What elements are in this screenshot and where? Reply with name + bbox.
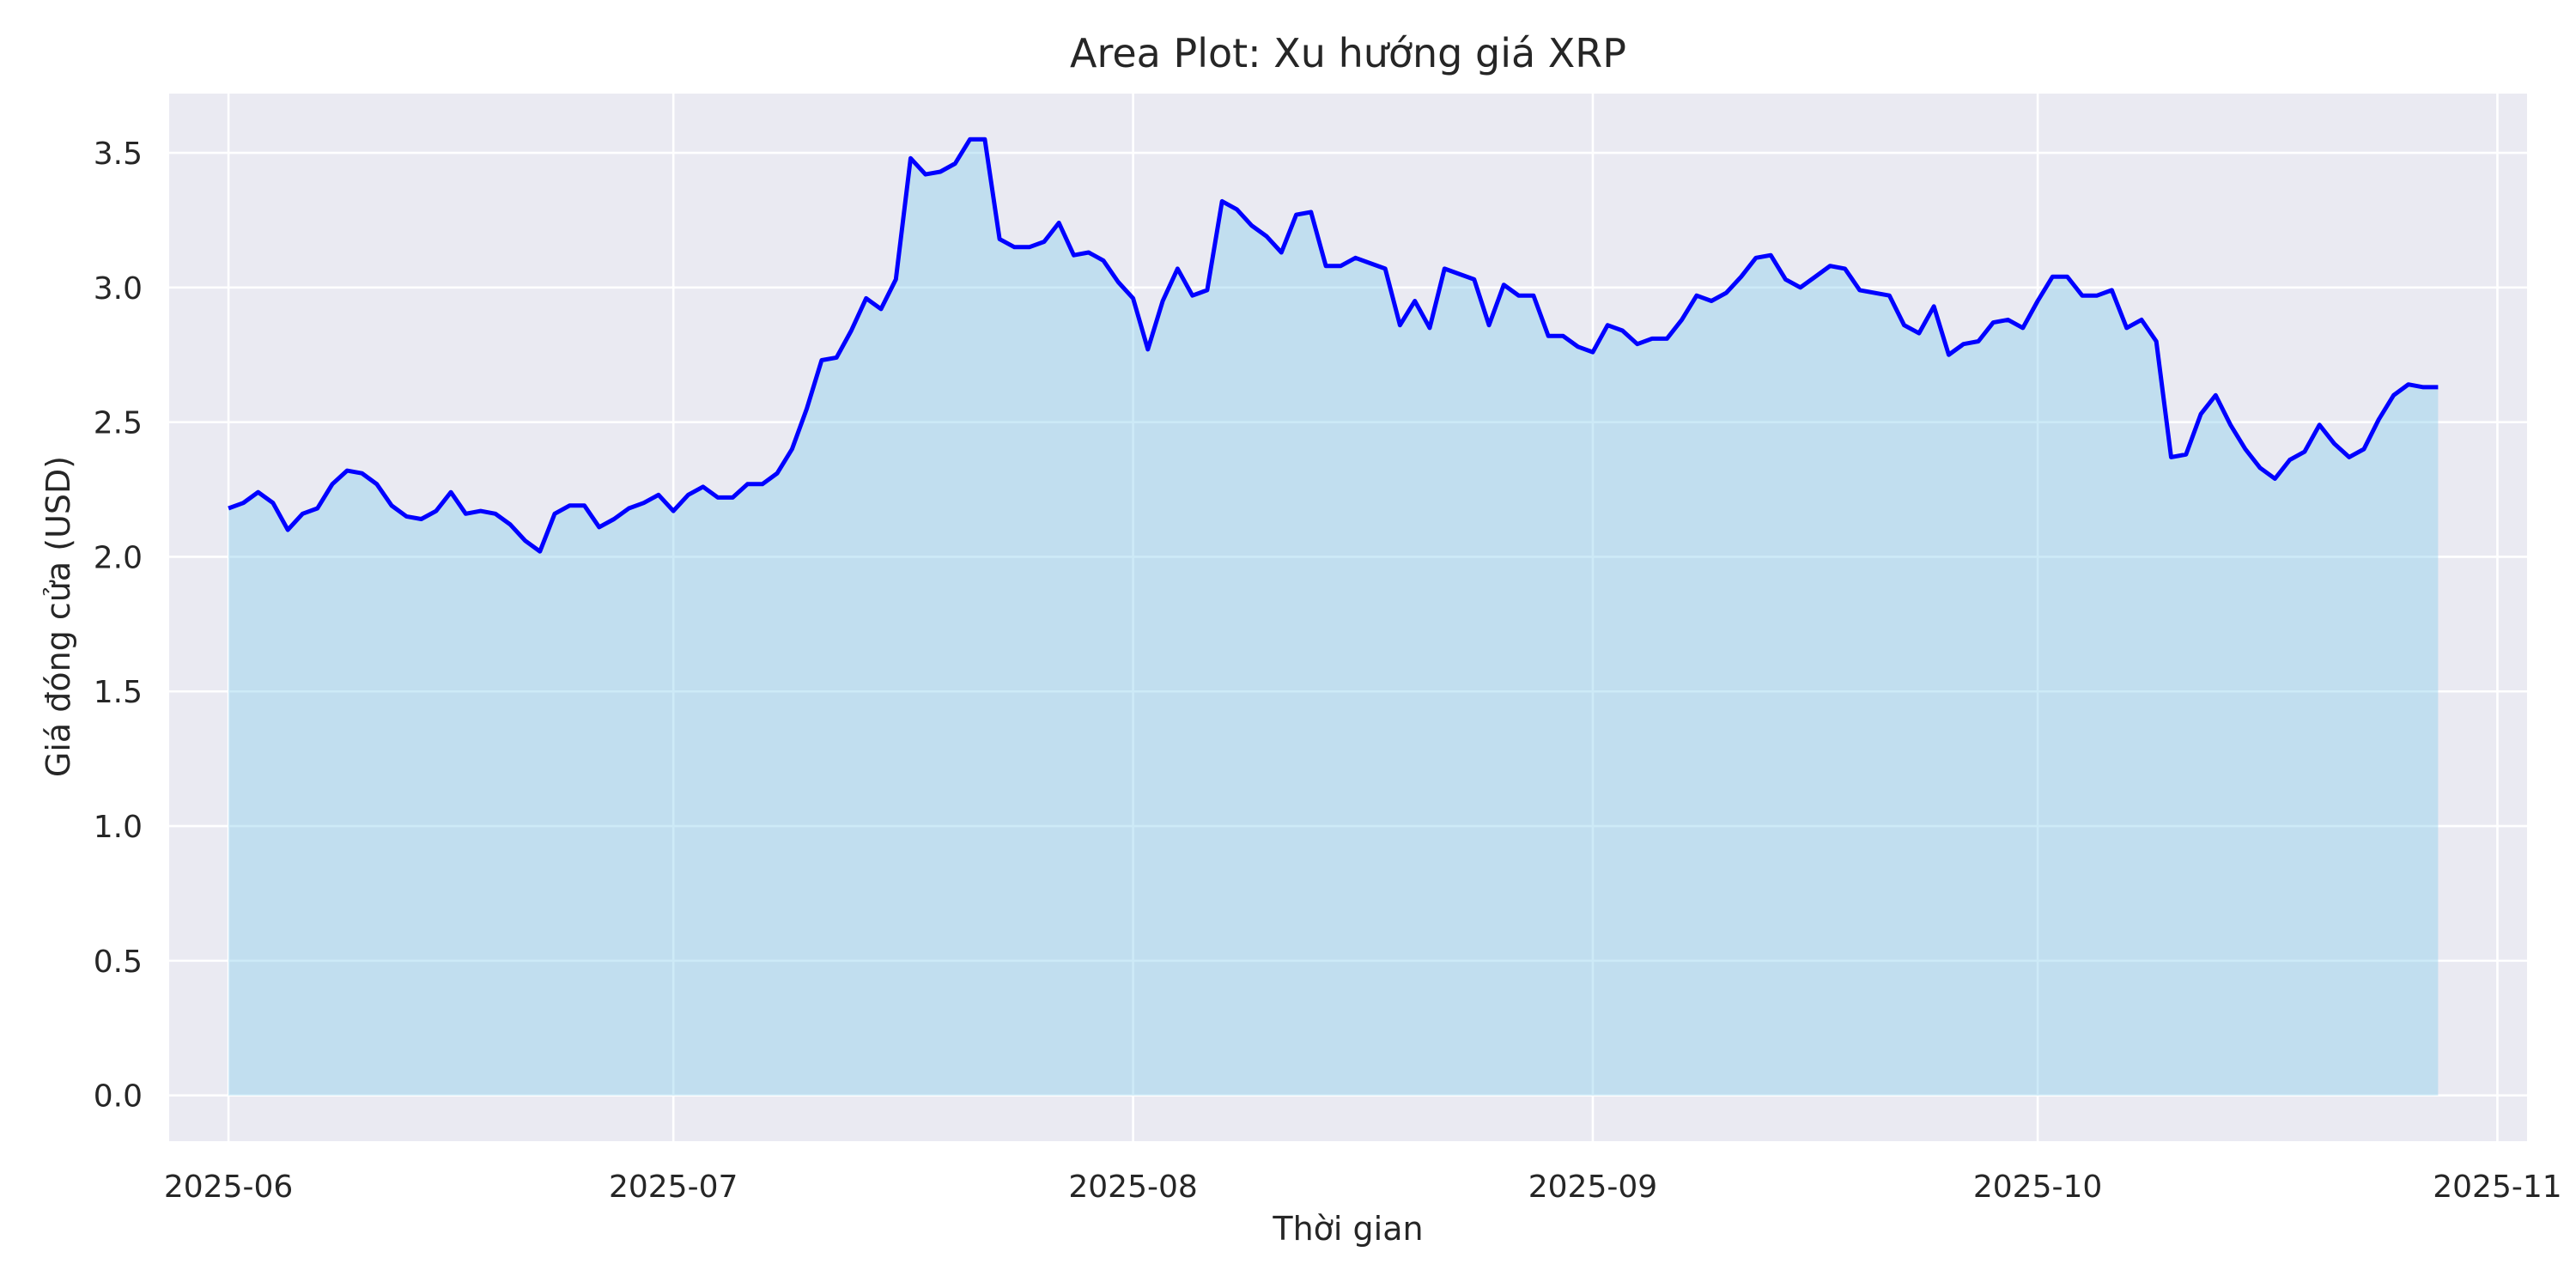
y-tick-label: 3.0 <box>94 271 143 307</box>
x-tick-labels: 2025-06 2025-07 2025-08 2025-09 2025-10 2025-… <box>164 1170 2562 1205</box>
x-tick-label: 2025-08 <box>1068 1170 1197 1205</box>
y-tick-label: 3.5 <box>94 137 143 172</box>
x-tick-label: 2025-10 <box>1973 1170 2102 1205</box>
x-tick-label: 2025-06 <box>164 1170 293 1205</box>
x-tick-label: 2025-09 <box>1528 1170 1657 1205</box>
x-tick-label: 2025-11 <box>2433 1170 2561 1205</box>
y-tick-label: 2.0 <box>94 540 143 575</box>
area-fill <box>228 139 2439 1096</box>
x-gridlines <box>227 94 2499 1141</box>
series-line <box>228 137 2439 554</box>
x-axis-label: Thời gian <box>1272 1210 1423 1248</box>
plot-background <box>169 94 2527 1141</box>
y-tick-label: 1.5 <box>94 675 143 710</box>
chart-title: Area Plot: Xu hướng giá XRP <box>1070 30 1626 76</box>
y-axis-label: Giá đóng cửa (USD) <box>39 456 77 777</box>
y-tick-labels: 0.0 0.5 1.0 1.5 2.0 2.5 3.0 3.5 <box>94 137 143 1115</box>
y-tick-label: 1.0 <box>94 810 143 845</box>
y-tick-label: 2.5 <box>94 406 143 441</box>
y-tick-label: 0.0 <box>94 1079 143 1115</box>
y-gridlines <box>169 151 2527 1097</box>
y-tick-label: 0.5 <box>94 945 143 980</box>
x-tick-label: 2025-07 <box>609 1170 738 1205</box>
